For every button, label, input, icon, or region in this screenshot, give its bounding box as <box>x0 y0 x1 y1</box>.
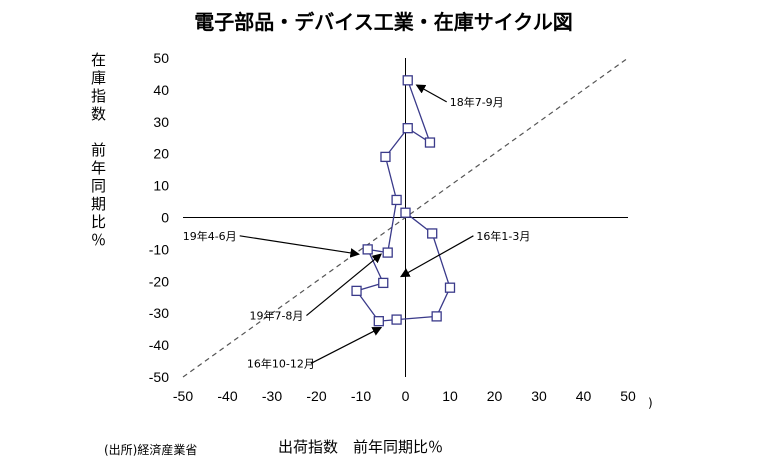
annotation-arrow <box>310 327 383 364</box>
x-tick-label: -20 <box>306 388 326 404</box>
y-tick-label: 10 <box>153 178 169 194</box>
data-point-marker <box>402 75 413 86</box>
y-tick-label: 50 <box>153 50 169 66</box>
x-tick-label: 10 <box>442 388 458 404</box>
data-point-marker <box>391 194 402 206</box>
chart-title: 電子部品・デバイス工業・在庫サイクル図 <box>194 10 573 34</box>
data-point-marker <box>380 151 391 163</box>
annotation-label: 18年7-9月 <box>450 95 504 109</box>
data-point-marker <box>444 282 456 293</box>
data-point-marker <box>402 123 413 134</box>
annotation-label: 19年4-6月 <box>183 229 237 243</box>
x-tick-label: -50 <box>173 388 193 404</box>
annotation-label: 16年10-12月 <box>247 356 315 370</box>
data-point-marker <box>400 207 411 218</box>
x-axis-label: 出荷指数 前年同期比％ <box>278 438 444 456</box>
annotation-arrow <box>239 235 360 258</box>
annotation-arrow <box>306 253 382 317</box>
y-tick-label: 40 <box>153 82 169 98</box>
y-tick-label: 20 <box>153 146 169 162</box>
data-point-marker <box>378 277 389 289</box>
stray-mark: ) <box>648 396 653 410</box>
x-tick-label: 40 <box>576 388 592 404</box>
y-tick-label: -20 <box>149 273 169 289</box>
data-point-marker <box>373 316 384 327</box>
data-point-marker <box>351 285 362 297</box>
x-tick-label: 20 <box>487 388 503 404</box>
annotation-label: 16年1-3月 <box>476 229 530 243</box>
y-tick-label: 0 <box>161 210 169 226</box>
source-note: (出所)経済産業省 <box>104 443 198 457</box>
x-tick-label: 0 <box>402 388 410 404</box>
y-tick-label: 30 <box>153 114 169 130</box>
annotation-arrow <box>415 84 447 103</box>
data-point-marker <box>391 314 402 325</box>
x-tick-label: -30 <box>262 388 282 404</box>
y-tick-label: -40 <box>149 337 169 353</box>
annotation-label: 19年7-8月 <box>249 309 303 323</box>
y-tick-label: -30 <box>149 305 169 321</box>
annotation-arrow <box>400 235 474 278</box>
y-tick-label: -50 <box>149 369 169 385</box>
data-point-marker <box>427 228 438 239</box>
x-tick-label: -40 <box>217 388 237 404</box>
data-point-marker <box>424 137 436 148</box>
data-point-marker <box>431 311 442 322</box>
x-tick-label: -10 <box>351 388 371 404</box>
x-tick-label: 30 <box>531 388 547 404</box>
y-tick-label: -10 <box>149 241 169 257</box>
y-axis-label: 在庫指数 前年同期比％ <box>89 52 107 250</box>
data-point-marker <box>362 244 373 255</box>
data-point-marker <box>382 247 393 258</box>
x-tick-label: 50 <box>620 388 636 404</box>
series-line <box>355 80 451 322</box>
